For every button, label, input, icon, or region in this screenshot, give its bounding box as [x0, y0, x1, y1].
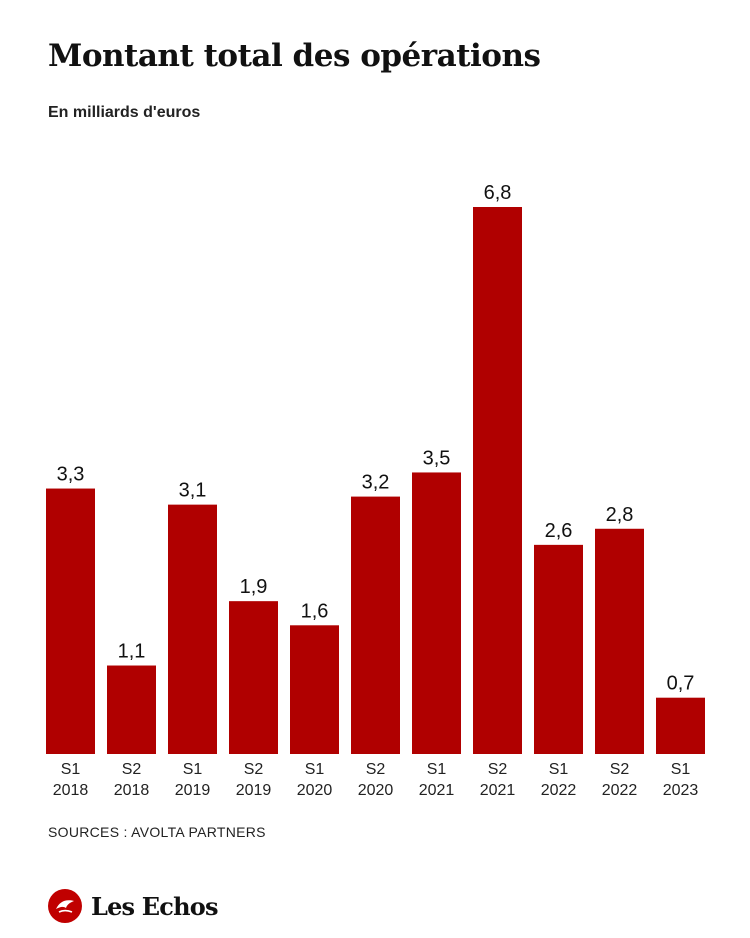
- x-tick-label-year: 2020: [297, 782, 333, 799]
- x-tick-label-half: S1: [549, 761, 569, 778]
- brand-logo: Les Echos: [48, 888, 218, 924]
- bar-value-label: 3,5: [423, 447, 451, 469]
- x-tick-label-year: 2018: [53, 782, 89, 799]
- x-tick-label-year: 2018: [114, 782, 150, 799]
- x-tick-label-half: S1: [671, 761, 691, 778]
- x-tick-label-half: S2: [244, 761, 264, 778]
- chart-subtitle: En milliards d'euros: [48, 104, 201, 121]
- les-echos-logo-icon: [48, 889, 82, 923]
- bar-chart: 3,3 S1 2018 1,1 S2 2018 3,1 S1 2019 1,9 S2 2019 1,6 S…: [46, 182, 705, 799]
- bar: [229, 601, 278, 754]
- bar-value-label: 1,9: [240, 576, 268, 598]
- bar-value-label: 1,6: [301, 600, 329, 622]
- bar-value-label: 3,2: [362, 472, 390, 494]
- bar-value-label: 2,6: [545, 520, 573, 542]
- logo-wordmark: Les Echos: [91, 891, 218, 921]
- x-tick-label-half: S1: [427, 761, 447, 778]
- bar: [412, 472, 461, 754]
- x-tick-label-half: S2: [610, 761, 630, 778]
- x-tick-label-year: 2020: [358, 782, 394, 799]
- bar: [473, 207, 522, 754]
- bar-value-label: 3,1: [179, 480, 207, 502]
- bar: [351, 496, 400, 754]
- x-tick-label-half: S2: [122, 761, 142, 778]
- bar: [595, 528, 644, 754]
- x-tick-label-year: 2022: [541, 782, 577, 799]
- x-tick-label-half: S2: [488, 761, 508, 778]
- bar-value-label: 6,8: [484, 182, 512, 204]
- x-tick-label-year: 2022: [602, 782, 638, 799]
- x-tick-label-half: S1: [305, 761, 325, 778]
- bar: [168, 504, 217, 754]
- bar: [290, 625, 339, 754]
- x-tick-label-year: 2019: [175, 782, 211, 799]
- bar: [534, 544, 583, 754]
- bar: [46, 488, 95, 754]
- bar: [656, 697, 705, 754]
- bar: [107, 665, 156, 754]
- bar-value-label: 2,8: [606, 504, 634, 526]
- chart-title: Montant total des opérations: [48, 38, 541, 74]
- x-tick-label-year: 2019: [236, 782, 272, 799]
- bar-value-label: 3,3: [57, 464, 85, 486]
- source-note: SOURCES : AVOLTA PARTNERS: [48, 824, 266, 840]
- x-tick-label-half: S2: [366, 761, 386, 778]
- x-tick-label-half: S1: [183, 761, 203, 778]
- x-tick-label-year: 2021: [419, 782, 455, 799]
- x-tick-label-year: 2023: [663, 782, 699, 799]
- x-tick-label-year: 2021: [480, 782, 516, 799]
- x-tick-label-half: S1: [61, 761, 81, 778]
- bar-value-label: 0,7: [667, 673, 695, 695]
- bar-value-label: 1,1: [118, 641, 146, 663]
